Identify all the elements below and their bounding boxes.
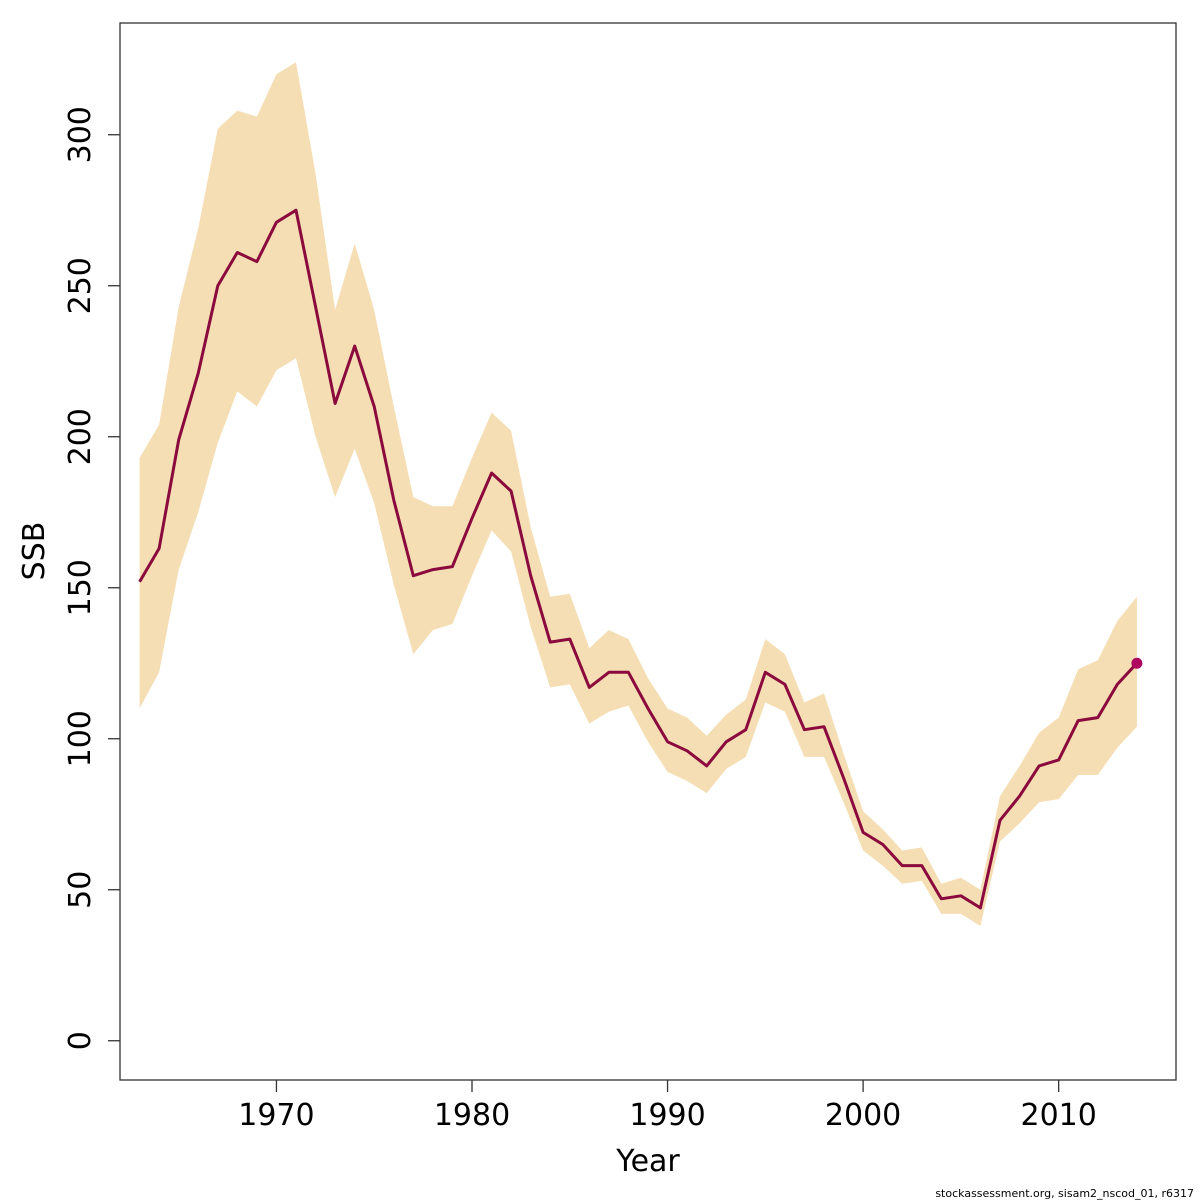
confidence-band-layer (139, 62, 1137, 927)
last-point-layer (1131, 657, 1143, 669)
x-tick-label: 2010 (1020, 1098, 1096, 1133)
y-tick-label: 200 (63, 408, 98, 465)
y-tick-label: 150 (63, 559, 98, 616)
y-tick-label: 250 (63, 257, 98, 314)
confidence-band (139, 62, 1137, 927)
footer-credit: stockassessment.org, sisam2_nscod_01, r6… (935, 1187, 1194, 1200)
y-tick-label: 50 (63, 871, 98, 909)
x-tick-label: 1970 (238, 1098, 314, 1133)
y-axis-label: SSB (17, 522, 52, 581)
x-tick-label: 1990 (629, 1098, 705, 1133)
y-tick-label: 100 (63, 710, 98, 767)
estimate-line-layer (138, 208, 1139, 910)
ssb-estimate-line (138, 208, 1139, 910)
y-tick-label: 300 (63, 106, 98, 163)
x-tick-label: 1980 (434, 1098, 510, 1133)
x-tick-label: 2000 (825, 1098, 901, 1133)
y-tick-label: 0 (63, 1031, 98, 1050)
plot-frame (119, 22, 1177, 1081)
x-axis: 1970 1980 1990 2000 2010 (238, 1080, 1097, 1133)
x-axis-label: Year (615, 1144, 680, 1179)
y-axis: 0 50 100 150 200 250 300 (63, 106, 120, 1050)
last-estimate-point (1131, 657, 1143, 669)
